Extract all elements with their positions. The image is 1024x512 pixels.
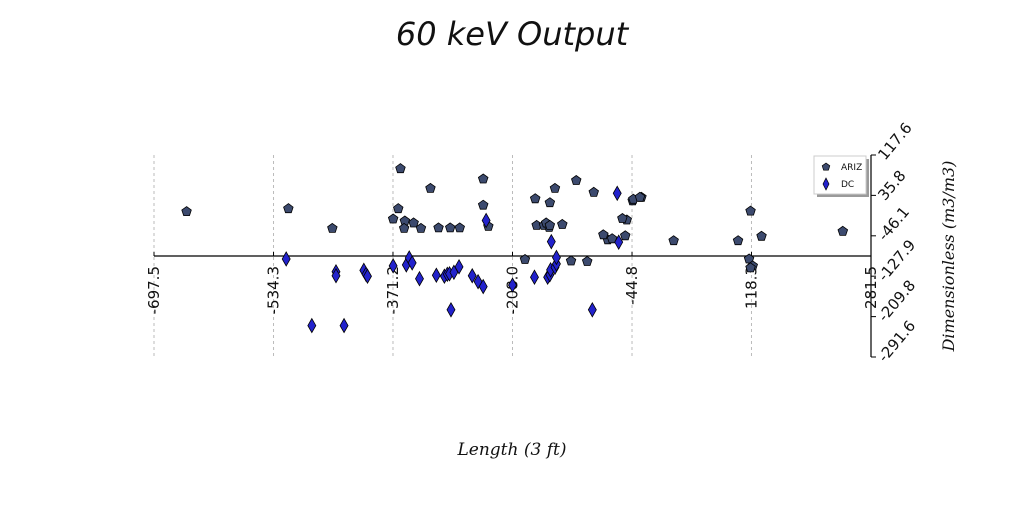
- ariz-point: [408, 217, 419, 228]
- ariz-point: [544, 197, 556, 208]
- ariz-point: [606, 233, 618, 244]
- ariz-point: [544, 219, 556, 230]
- y-tick-label: -209.8: [874, 277, 919, 326]
- ariz-point: [283, 203, 294, 214]
- ariz-point: [668, 235, 679, 246]
- x-tick-label: 281.5: [862, 266, 880, 309]
- ariz-point: [620, 230, 631, 241]
- ariz-point: [529, 193, 541, 204]
- dc-point: [614, 234, 624, 250]
- ariz-point: [571, 175, 582, 185]
- dc-point: [508, 277, 517, 293]
- dc-point: [587, 302, 597, 318]
- dc-point: [481, 212, 491, 229]
- ariz-point: [634, 191, 646, 202]
- dc-point: [431, 267, 441, 284]
- ariz-point: [425, 182, 436, 193]
- ariz-point: [837, 225, 849, 236]
- dc-point: [331, 267, 341, 284]
- dc-point: [388, 258, 398, 274]
- y-tick-labels: 117.635.8-46.1-127.9-209.8-291.6: [874, 119, 919, 365]
- dc-point: [339, 317, 349, 334]
- legend: ARIZ DC: [813, 155, 869, 197]
- dc-point: [551, 249, 561, 266]
- ariz-point: [756, 230, 767, 241]
- x-tick-label: 118.3: [742, 266, 760, 309]
- dc-point: [307, 317, 317, 334]
- ariz-point: [617, 213, 628, 223]
- ariz-point: [745, 205, 756, 216]
- ariz-point: [395, 163, 406, 174]
- ariz-point: [477, 199, 489, 210]
- legend-box: [813, 155, 867, 195]
- ariz-point: [393, 203, 404, 214]
- y-tick-label: 117.6: [874, 119, 915, 163]
- x-axis-label: Length (3 ft): [457, 440, 567, 460]
- dc-point: [363, 268, 372, 285]
- dc-point: [530, 269, 539, 286]
- y-tick-label: 35.8: [874, 167, 909, 204]
- ariz-point: [743, 253, 755, 264]
- ariz-point: [454, 222, 465, 233]
- ariz-point: [557, 218, 568, 229]
- legend-label: ARIZ: [841, 163, 862, 173]
- legend-label: DC: [841, 180, 854, 190]
- ariz-point: [581, 255, 593, 266]
- dc-point: [478, 278, 488, 295]
- legend-ariz-marker: [821, 162, 831, 171]
- ariz-point: [745, 262, 756, 273]
- dc-point: [415, 270, 424, 287]
- ariz-point: [549, 182, 561, 193]
- axes: [153, 154, 876, 358]
- y-tick-label: -127.9: [874, 236, 919, 285]
- x-tick-label: -534.3: [265, 266, 283, 314]
- dc-point: [281, 251, 291, 267]
- ariz-point: [181, 206, 192, 217]
- ariz-point: [588, 186, 599, 197]
- dc-point: [612, 185, 622, 202]
- legend-dc-marker: [822, 177, 830, 191]
- chart-title: 60 keV Output: [396, 15, 630, 53]
- y-axis-label: Dimensionless (m3/m3): [939, 161, 958, 353]
- ariz-point: [398, 222, 410, 233]
- x-tick-label: -697.5: [145, 266, 163, 314]
- dc-point: [467, 267, 477, 284]
- dc-point: [446, 302, 456, 318]
- ariz-point: [387, 213, 399, 224]
- ariz-point: [433, 222, 444, 233]
- ariz-point: [415, 222, 427, 233]
- x-tick-label: -44.8: [623, 266, 641, 305]
- dc-point: [546, 233, 556, 250]
- x-tick-label: -371.2: [384, 266, 402, 314]
- ariz-point: [598, 229, 609, 240]
- dc-point: [454, 259, 464, 275]
- y-tick-label: -291.6: [874, 317, 919, 366]
- data-points: [181, 163, 849, 334]
- ariz-point: [732, 235, 744, 246]
- ariz-point: [565, 255, 577, 266]
- ariz-point: [327, 222, 338, 233]
- ariz-point: [519, 254, 531, 264]
- dc-point: [407, 255, 417, 271]
- ariz-point: [477, 173, 489, 184]
- ariz-point: [445, 222, 456, 233]
